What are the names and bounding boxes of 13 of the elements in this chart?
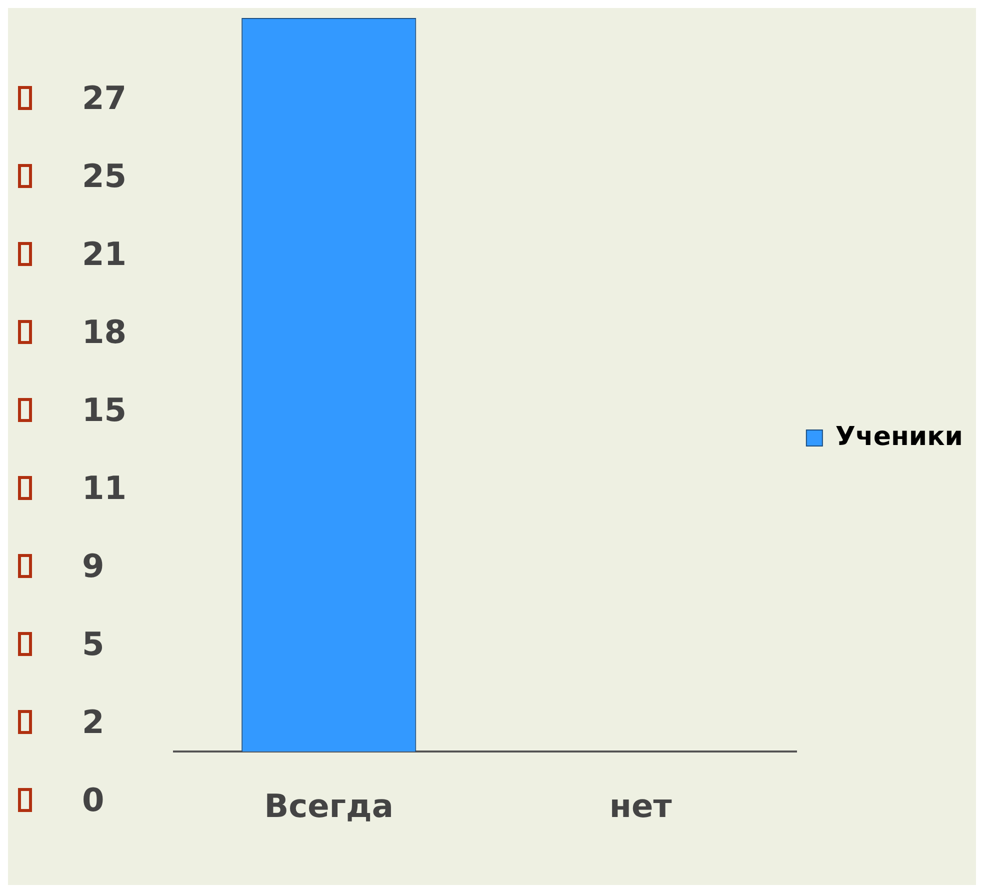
x-tick-label: Всегда (264, 787, 394, 826)
text: 5 (82, 625, 104, 663)
text: 9 (82, 547, 104, 585)
text: 25 (82, 157, 127, 195)
text: 18 (82, 313, 127, 351)
text: 2 (82, 703, 104, 741)
text: 21 (82, 235, 127, 273)
legend-label: Ученики (835, 422, 964, 452)
text: 0 (82, 781, 104, 819)
text: 11 (82, 469, 127, 507)
x-tick-label: нет (609, 787, 672, 826)
text: 27 (82, 79, 127, 117)
text: 15 (82, 391, 127, 429)
